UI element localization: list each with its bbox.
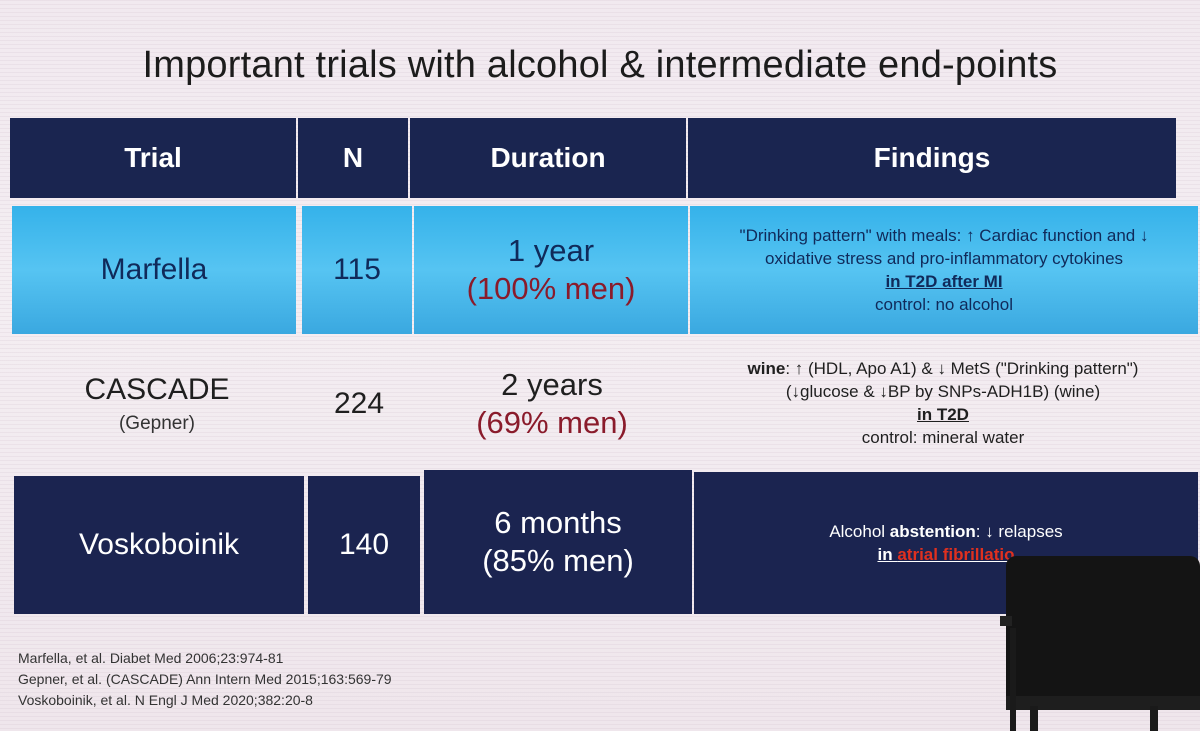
row2-duration: 2 years — [501, 367, 603, 402]
reference-2: Gepner, et al. (CASCADE) Ann Intern Med … — [18, 671, 392, 687]
row2-findings-line4: control: mineral water — [861, 428, 1025, 447]
row3-n: 140 — [308, 476, 420, 614]
row3-findings-abstention: abstention — [889, 522, 976, 541]
row1-duration: 1 year — [507, 233, 595, 268]
chair-silhouette — [1000, 556, 1200, 731]
header-trial: Trial — [10, 118, 296, 198]
row1-n: 115 — [302, 206, 412, 334]
row1-findings-line1: "Drinking pattern" with meals: ↑ Cardiac… — [739, 226, 1149, 245]
row2-n: 224 — [333, 387, 385, 420]
row2-findings-line3: in T2D — [917, 405, 969, 424]
row3-trial: Voskoboinik — [14, 476, 304, 614]
reference-1: Marfella, et al. Diabet Med 2006;23:974-… — [18, 650, 284, 666]
references: Marfella, et al. Diabet Med 2006;23:974-… — [18, 648, 392, 711]
row3-findings-af: atrial fibrillatio — [897, 545, 1015, 564]
row1-findings-line2: oxidative stress and pro-inflammatory cy… — [764, 249, 1124, 268]
header-duration: Duration — [410, 118, 686, 198]
row2-findings: wine: ↑ (HDL, Apo A1) & ↓ MetS ("Drinkin… — [690, 340, 1196, 466]
row2-findings-line1-rest: : ↑ (HDL, Apo A1) & ↓ MetS ("Drinking pa… — [785, 359, 1139, 378]
reference-3: Voskoboinik, et al. N Engl J Med 2020;38… — [18, 692, 313, 708]
row1-men: (100% men) — [466, 271, 636, 306]
row3-duration-cell: 6 months (85% men) — [424, 470, 692, 614]
row2-trial: CASCADE — [84, 373, 230, 406]
row3-findings-pre: Alcohol — [829, 522, 890, 541]
row1-findings: "Drinking pattern" with meals: ↑ Cardiac… — [690, 206, 1198, 334]
header-findings: Findings — [688, 118, 1176, 198]
row2-trial-sub: (Gepner) — [118, 413, 196, 434]
row2-findings-line2: (↓glucose & ↓BP by SNPs-ADH1B) (wine) — [785, 382, 1101, 401]
row3-findings-line1: Alcohol abstention: ↓ relapses — [829, 520, 1062, 543]
row3-findings-line2: in atrial fibrillatio — [878, 543, 1015, 566]
row2-duration-cell: 2 years (69% men) — [414, 344, 690, 464]
row2-men: (69% men) — [476, 405, 628, 440]
row1-findings-line4: control: no alcohol — [875, 295, 1013, 314]
row3-duration: 6 months — [494, 505, 622, 540]
row3-men: (85% men) — [482, 543, 634, 578]
row3-findings: Alcohol abstention: ↓ relapses in atrial… — [694, 472, 1198, 614]
row1-trial: Marfella — [12, 206, 296, 334]
row2-trial-cell: CASCADE (Gepner) — [12, 344, 302, 464]
row2-findings-line1: wine: ↑ (HDL, Apo A1) & ↓ MetS ("Drinkin… — [748, 357, 1139, 380]
row3-findings-post: : ↓ relapses — [975, 522, 1063, 541]
row3-findings-in: in — [877, 545, 898, 564]
header-n: N — [298, 118, 408, 198]
row1-findings-line3: in T2D after MI — [885, 272, 1003, 291]
row2-findings-wine: wine — [747, 359, 786, 378]
row1-duration-cell: 1 year (100% men) — [414, 206, 688, 334]
slide-title: Important trials with alcohol & intermed… — [142, 44, 1058, 86]
